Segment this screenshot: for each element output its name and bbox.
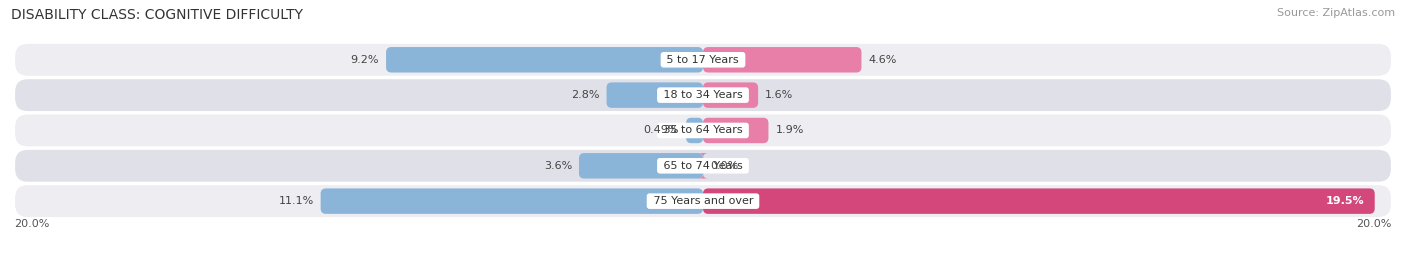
Text: 1.6%: 1.6% [765,90,793,100]
Text: 5 to 17 Years: 5 to 17 Years [664,55,742,65]
FancyBboxPatch shape [14,43,1392,77]
Text: 0.0%: 0.0% [710,161,738,171]
FancyBboxPatch shape [14,114,1392,147]
FancyBboxPatch shape [703,82,758,108]
FancyBboxPatch shape [579,153,703,179]
Text: 35 to 64 Years: 35 to 64 Years [659,125,747,136]
Text: DISABILITY CLASS: COGNITIVE DIFFICULTY: DISABILITY CLASS: COGNITIVE DIFFICULTY [11,8,304,22]
FancyBboxPatch shape [606,82,703,108]
Text: 11.1%: 11.1% [278,196,314,206]
Text: 18 to 34 Years: 18 to 34 Years [659,90,747,100]
Text: 19.5%: 19.5% [1326,196,1364,206]
Text: 75 Years and over: 75 Years and over [650,196,756,206]
FancyBboxPatch shape [699,153,709,179]
FancyBboxPatch shape [387,47,703,73]
FancyBboxPatch shape [321,188,703,214]
Text: Source: ZipAtlas.com: Source: ZipAtlas.com [1277,8,1395,18]
FancyBboxPatch shape [703,118,769,143]
FancyBboxPatch shape [14,78,1392,112]
FancyBboxPatch shape [14,149,1392,183]
FancyBboxPatch shape [703,47,862,73]
Text: 65 to 74 Years: 65 to 74 Years [659,161,747,171]
FancyBboxPatch shape [703,188,1375,214]
Text: 1.9%: 1.9% [775,125,804,136]
Text: 9.2%: 9.2% [350,55,380,65]
FancyBboxPatch shape [14,184,1392,218]
FancyBboxPatch shape [686,118,703,143]
Text: 4.6%: 4.6% [869,55,897,65]
Text: 20.0%: 20.0% [14,219,49,229]
Text: 3.6%: 3.6% [544,161,572,171]
Text: 20.0%: 20.0% [1357,219,1392,229]
Text: 2.8%: 2.8% [571,90,599,100]
Text: 0.49%: 0.49% [644,125,679,136]
